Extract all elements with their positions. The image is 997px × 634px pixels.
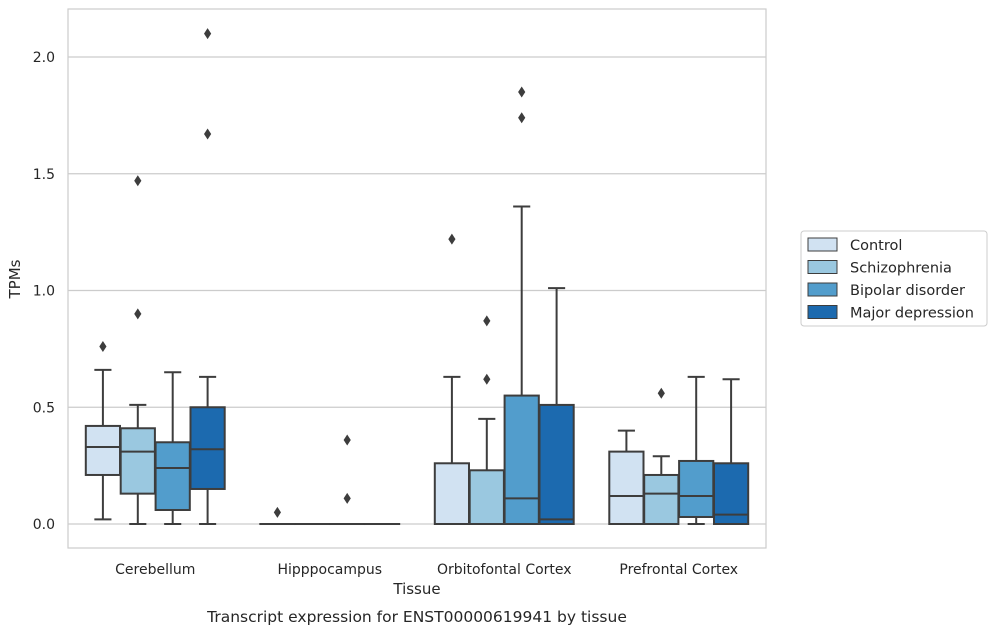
x-axis-label: Tissue — [392, 580, 440, 598]
chart-caption: Transcript expression for ENST0000061994… — [206, 608, 627, 626]
box — [189, 406, 226, 490]
box-element — [678, 375, 715, 525]
legend-swatch — [807, 282, 838, 297]
box-element — [643, 387, 680, 525]
outlier-point — [343, 434, 351, 446]
box — [503, 394, 540, 526]
x-tick-label: Cerebellum — [115, 562, 195, 578]
x-tick-label: Hipppocampus — [277, 562, 382, 578]
legend-label: Bipolar disorder — [850, 283, 965, 299]
outlier-point — [518, 112, 526, 124]
x-tick-label: Prefrontal Cortex — [619, 562, 738, 578]
outlier-point — [657, 387, 665, 399]
outlier-point — [518, 86, 526, 98]
legend-frame — [800, 230, 988, 327]
box-element — [119, 175, 156, 525]
outlier-point — [134, 175, 142, 187]
x-tick-label: Orbitofontal Cortex — [437, 562, 572, 578]
box-element — [503, 86, 540, 526]
box — [678, 459, 715, 518]
box-element — [712, 378, 750, 526]
y-axis-label: TPMs — [6, 259, 24, 299]
box-element — [433, 233, 471, 526]
y-axis-ticks: 0.0 0.5 1.0 1.5 2.0 — [33, 50, 55, 533]
x-axis-ticks: Cerebellum Hipppocampus Orbitofontal Corte… — [115, 562, 738, 578]
legend-swatch — [807, 305, 838, 319]
y-tick-label: 2.0 — [33, 50, 55, 66]
box-element — [189, 28, 226, 525]
box — [433, 462, 471, 526]
box-element — [154, 371, 191, 525]
outlier-point — [273, 506, 281, 518]
box — [84, 424, 122, 476]
box — [643, 473, 680, 525]
outlier-point — [134, 308, 142, 320]
box-element — [84, 341, 122, 521]
box — [154, 441, 191, 511]
box-plot-marks — [84, 28, 750, 526]
legend: Control Schizophrenia Bipolar disorder Majo… — [800, 230, 988, 327]
outlier-point — [483, 373, 491, 385]
y-tick-label: 0.0 — [33, 517, 55, 533]
y-tick-label: 0.5 — [33, 400, 55, 416]
legend-swatch — [807, 237, 838, 252]
outlier-point — [204, 128, 212, 140]
legend-label: Schizophrenia — [850, 261, 952, 277]
box — [468, 469, 505, 526]
box-element — [468, 315, 505, 526]
legend-label: Major depression — [850, 306, 974, 322]
outlier-point — [99, 341, 107, 353]
box-element — [608, 429, 645, 525]
box-element — [538, 287, 575, 526]
legend-label: Control — [850, 238, 902, 254]
box-element — [329, 434, 366, 526]
box — [538, 403, 575, 526]
outlier-point — [343, 492, 351, 504]
outlier-point — [448, 233, 456, 245]
box — [608, 450, 645, 525]
outlier-point — [483, 315, 491, 327]
y-tick-label: 1.5 — [33, 167, 55, 183]
box — [119, 427, 156, 495]
y-tick-label: 1.0 — [33, 284, 55, 300]
box-element — [259, 506, 296, 526]
legend-swatch — [807, 260, 838, 274]
outlier-point — [204, 28, 212, 40]
plot-frame — [67, 8, 767, 549]
